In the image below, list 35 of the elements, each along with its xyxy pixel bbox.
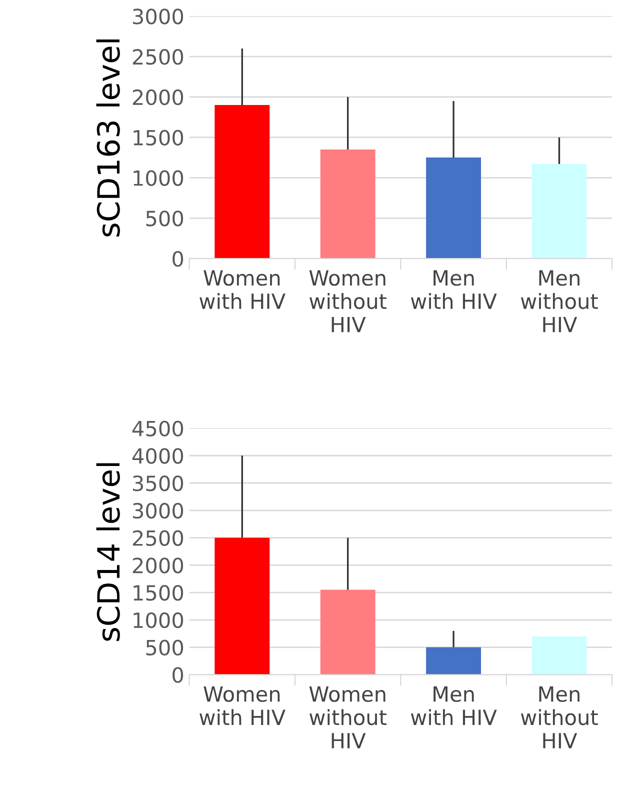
y-tick-label: 3000 — [133, 502, 184, 519]
y-tick-label: 500 — [146, 640, 184, 656]
y-tick-label: 3500 — [133, 475, 184, 492]
y-tick-label: 3000 — [133, 8, 184, 24]
y-tick-label: 2000 — [132, 558, 184, 574]
bar — [426, 158, 482, 259]
y-tick-label: 1500 — [134, 130, 184, 146]
x-tick-label: Men with HIV — [410, 270, 497, 309]
x-tick-label: Men without HIV — [520, 270, 598, 332]
y-tick-label: 500 — [146, 210, 184, 226]
bar — [426, 647, 482, 675]
x-tick-label: Men without HIV — [520, 686, 598, 748]
y-tick-label: 0 — [172, 251, 184, 267]
y-axis-title: sCD14 level — [96, 463, 120, 641]
x-tick-label: Men with HIV — [410, 686, 497, 725]
bar — [320, 149, 376, 259]
y-tick-label: 2500 — [132, 49, 184, 65]
y-tick-label: 4500 — [132, 420, 184, 436]
bar — [320, 590, 376, 675]
x-tick-label: Women with HIV — [200, 686, 286, 725]
y-tick-label: 2000 — [132, 89, 184, 106]
y-axis-title: sCD163 level — [96, 39, 120, 236]
bar — [532, 164, 587, 259]
y-tick-label: 0 — [172, 667, 184, 683]
y-tick-label: 1500 — [134, 584, 184, 601]
y-tick-label: 2500 — [132, 530, 184, 546]
bar — [532, 636, 587, 675]
y-tick-label: 1000 — [134, 170, 184, 186]
bar — [214, 105, 270, 259]
x-tick-label: Women without HIV — [309, 686, 386, 748]
x-tick-label: Women without HIV — [309, 270, 386, 332]
y-tick-label: 1000 — [134, 612, 184, 628]
y-tick-label: 4000 — [132, 448, 184, 464]
x-tick-label: Women with HIV — [200, 270, 286, 309]
bar — [214, 538, 270, 675]
